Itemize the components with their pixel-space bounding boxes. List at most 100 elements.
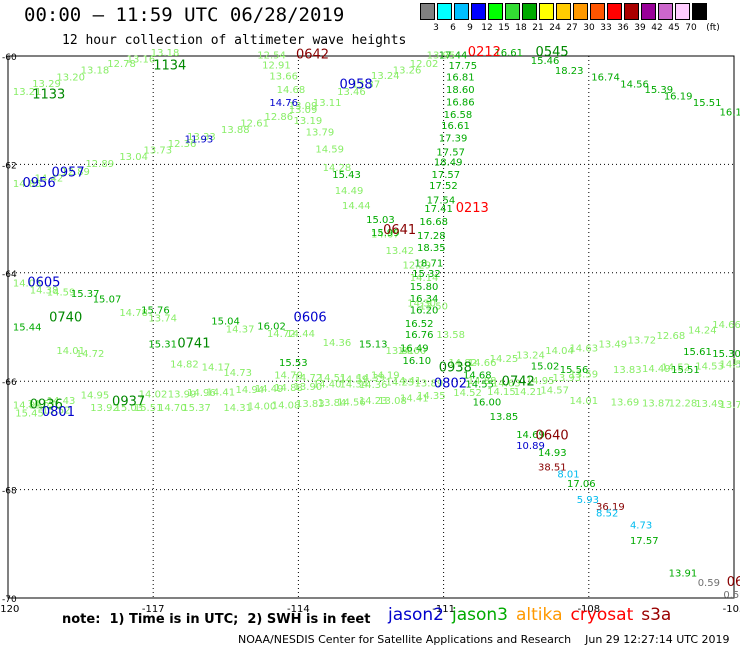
wave-height-label: 14.56 <box>337 398 366 409</box>
x-tick-label: -117 <box>142 604 165 615</box>
wave-height-label: 13.85 <box>490 412 519 423</box>
scale-swatch <box>437 3 452 20</box>
wave-height-label: 12.02 <box>410 59 439 70</box>
wave-height-label: 17.44 <box>439 51 468 62</box>
scale-label: 30 <box>583 23 595 33</box>
wave-height-label: 14.28 <box>323 163 352 174</box>
time-marker: 0802 <box>434 377 467 392</box>
time-marker: 0642 <box>296 48 329 63</box>
wave-height-label: 14.49 <box>335 186 364 197</box>
wave-height-label: 14.43 <box>47 396 76 407</box>
wave-height-label: 14.67 <box>371 230 400 241</box>
wave-height-label: 8.01 <box>557 470 579 481</box>
wave-height-label: 14.59 <box>47 288 76 299</box>
wave-height-label: 14.44 <box>342 201 371 212</box>
units-note: note: 1) Time is in UTC; 2) SWH is in fe… <box>62 612 371 627</box>
wave-height-label: 13.84 <box>318 398 347 409</box>
x-tick-label: -105 <box>723 604 740 615</box>
wave-height-label: 12.61 <box>240 118 269 129</box>
wave-height-label: 12.28 <box>669 399 698 410</box>
scale-label: 9 <box>467 23 473 33</box>
wave-height-label: 13.95 <box>427 51 456 62</box>
wave-height-label: 13.49 <box>598 340 627 351</box>
time-marker: 0937 <box>112 395 145 410</box>
wave-height-label: 16.68 <box>419 217 448 228</box>
wave-height-label: 38.51 <box>538 463 567 474</box>
scale-label: 15 <box>498 23 510 33</box>
wave-height-label: 14.66 <box>468 358 497 369</box>
wave-height-label: 15.53 <box>279 358 308 369</box>
wave-height-label: 12.89 <box>61 167 90 178</box>
y-tick-label: -64 <box>2 270 17 280</box>
wave-height-label: 16.81 <box>446 72 475 83</box>
time-marker: 1134 <box>153 59 186 74</box>
wave-height-label: 15.04 <box>211 316 240 327</box>
wave-height-label: 13.90 <box>294 382 323 393</box>
time-marker: 0742 <box>502 375 535 390</box>
wave-height-label: 12.54 <box>257 51 286 62</box>
wave-height-label: 15.61 <box>683 347 712 358</box>
wave-height-label: 17.39 <box>439 134 468 145</box>
wave-height-label: 13.24 <box>371 71 400 82</box>
wave-height-label: 15.03 <box>114 403 143 414</box>
wave-height-label: 14.57 <box>540 386 569 397</box>
wave-height-label: 14.88 <box>274 383 303 394</box>
scale-swatch <box>607 3 622 20</box>
wave-height-label: 13.21 <box>13 87 42 98</box>
wave-height-label: 16.10 <box>402 356 431 367</box>
wave-height-label: 14.14 <box>410 273 439 284</box>
time-marker: 0957 <box>52 165 85 180</box>
wave-height-label: 13.69 <box>611 398 640 409</box>
wave-height-label: 16.61 <box>494 48 523 59</box>
time-marker: 0740 <box>49 311 82 326</box>
scale-label: 12 <box>481 23 493 33</box>
wave-height-label: 13.93 <box>553 373 582 384</box>
wave-height-label: 4.73 <box>630 521 652 532</box>
chart-subtitle: 12 hour collection of altimeter wave hei… <box>62 33 407 48</box>
wave-height-label: 14.88 <box>468 376 497 387</box>
wave-height-label: 13.73 <box>144 146 173 157</box>
y-tick-label: -68 <box>2 487 17 497</box>
time-marker: 0606 <box>294 311 327 326</box>
wave-height-label: 10.89 <box>516 441 545 452</box>
wave-height-label: 14.49 <box>255 384 284 395</box>
time-marker: 0936 <box>30 397 63 412</box>
wave-height-label: 14.21 <box>514 387 543 398</box>
wave-height-label: 12.29 <box>402 260 431 271</box>
y-tick-label: -66 <box>2 378 17 388</box>
wave-height-label: 13.24 <box>516 350 545 361</box>
wave-height-label: 13.83 <box>613 365 642 376</box>
time-marker: 0545 <box>536 45 569 60</box>
wave-height-label: 15.02 <box>531 361 560 372</box>
wave-height-label: 14.89 <box>13 400 42 411</box>
scale-swatch <box>522 3 537 20</box>
footer-credit: NOAA/NESDIS Center for Satellite Applica… <box>238 633 730 646</box>
wave-height-label: 14.52 <box>453 388 482 399</box>
time-marker: 06 <box>727 575 740 590</box>
wave-height-label: 18.71 <box>415 258 444 269</box>
wave-height-label: 13.18 <box>81 65 110 76</box>
scale-swatch <box>658 3 673 20</box>
wave-height-label: 16.02 <box>257 322 286 333</box>
wave-height-label: 13.87 <box>642 399 671 410</box>
wave-height-label: 14.02 <box>139 389 168 400</box>
wave-height-label: 15.45 <box>15 408 44 419</box>
wave-height-label: 14.42 <box>35 174 64 185</box>
time-marker: 0605 <box>27 275 60 290</box>
wave-height-label: 14.73 <box>223 368 252 379</box>
wave-height-label: 14.25 <box>490 354 519 365</box>
legend-entry-altika: altika <box>516 605 563 625</box>
wave-height-label: 14.72 <box>267 329 296 340</box>
scale-label: 70 <box>685 23 697 33</box>
wave-height-label: 14.39 <box>356 373 385 384</box>
wave-height-label: 16.74 <box>591 72 620 83</box>
scale-swatch <box>454 3 469 20</box>
wave-height-label: 15.99 <box>371 228 400 239</box>
wave-height-label: 18.35 <box>417 243 446 254</box>
wave-height-label: 11.93 <box>185 135 214 146</box>
wave-height-label: 14.63 <box>492 379 521 390</box>
wave-height-label: 15.51 <box>134 403 163 414</box>
wave-height-label: 15.46 <box>531 56 560 67</box>
wave-height-label: 14.80 <box>732 357 740 368</box>
wave-height-label: 13.18 <box>151 48 180 59</box>
